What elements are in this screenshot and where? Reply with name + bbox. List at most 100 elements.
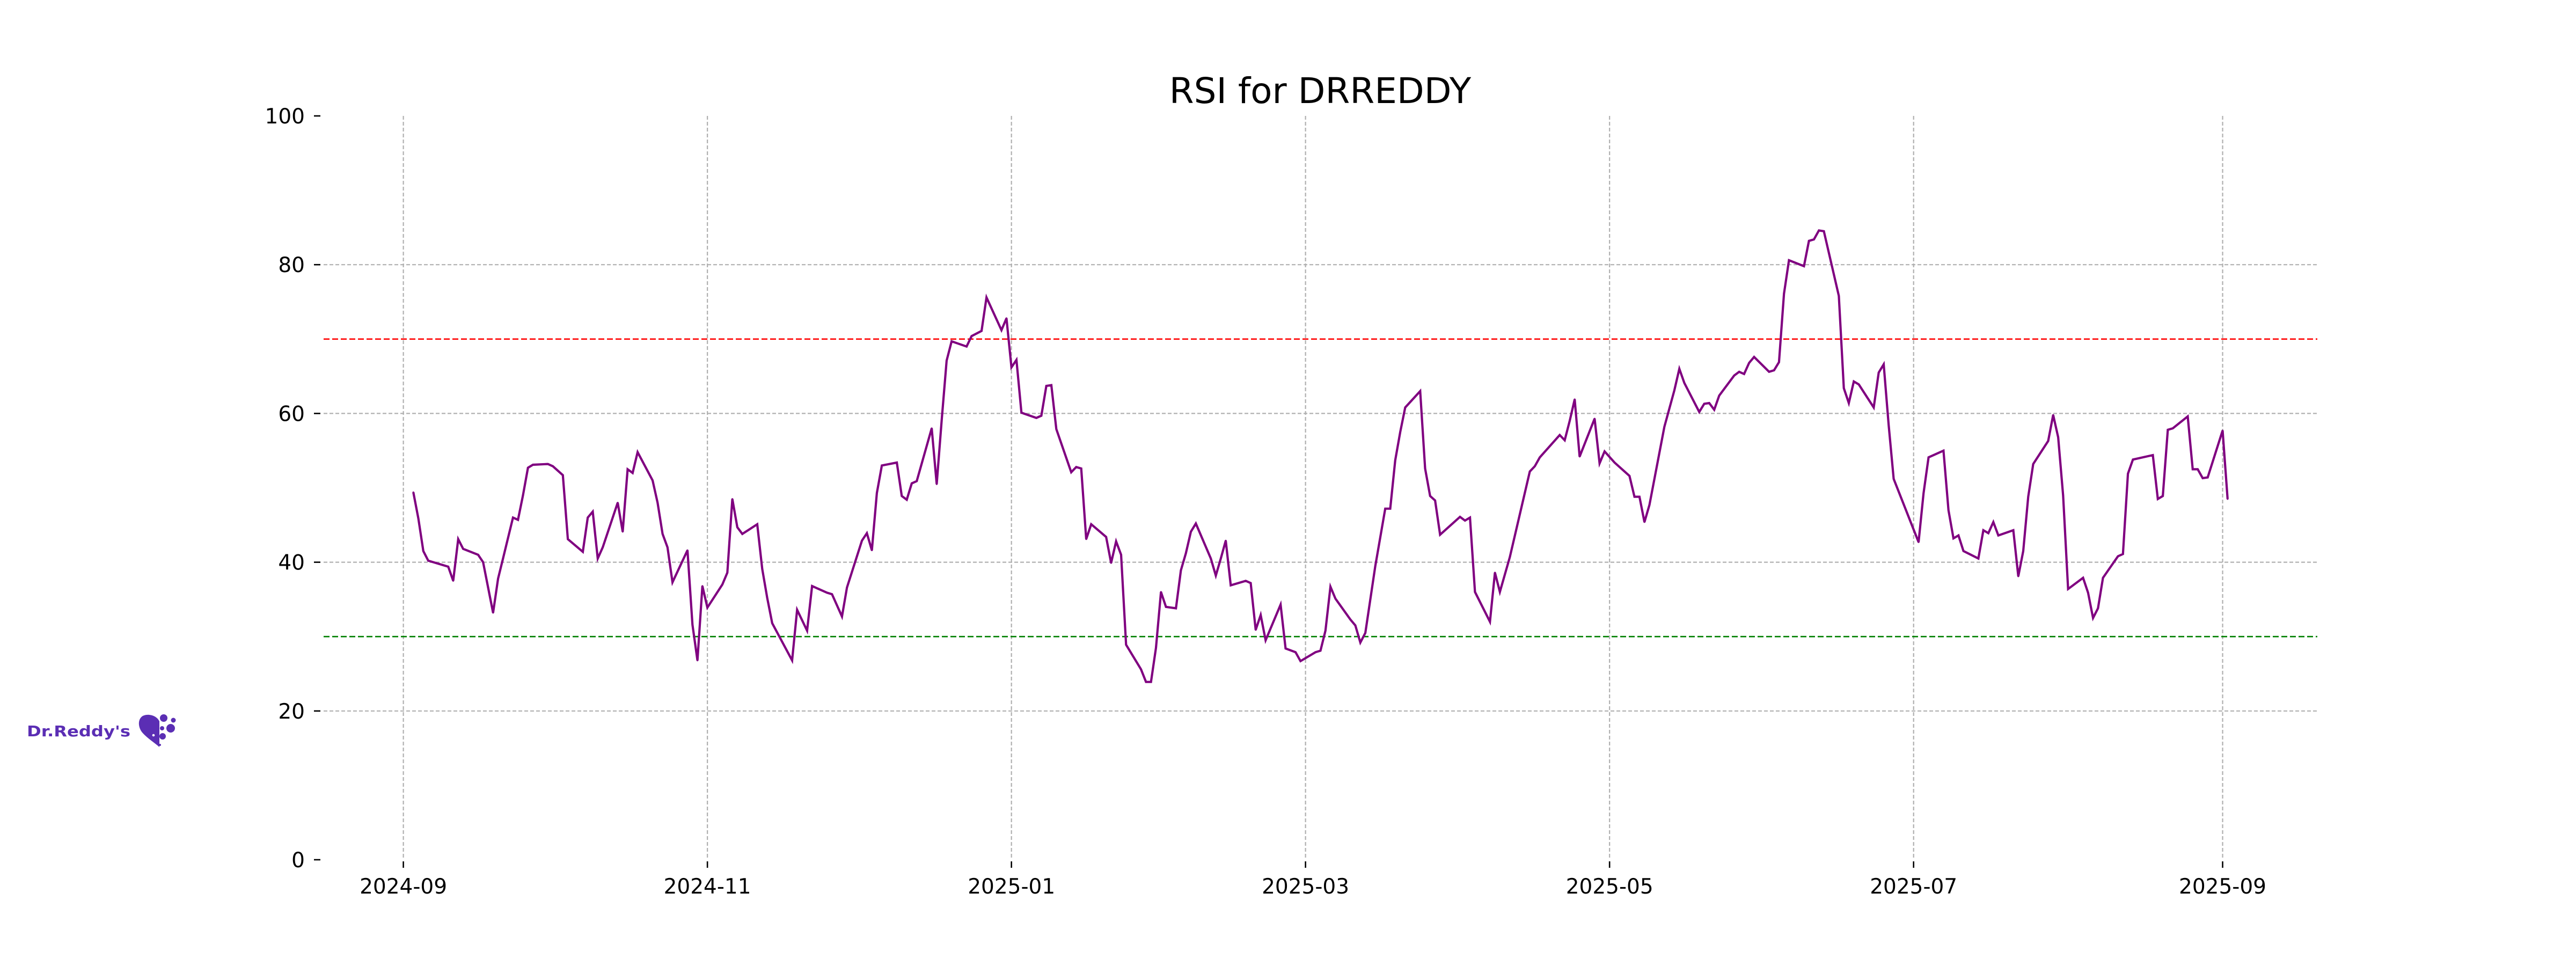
rsi-point <box>422 550 425 552</box>
rsi-point <box>1783 292 1785 295</box>
rsi-point <box>691 624 693 626</box>
rsi-point <box>1922 492 1924 494</box>
rsi-point <box>866 532 868 535</box>
rsi-point <box>2122 553 2124 555</box>
rsi-point <box>582 551 584 553</box>
rsi-point <box>1604 450 1606 452</box>
rsi-point <box>667 546 669 548</box>
rsi-point <box>876 492 878 494</box>
rsi-point <box>686 549 689 551</box>
rsi-point <box>1220 558 1222 560</box>
rsi-point <box>761 568 763 570</box>
rsi-point <box>736 526 738 529</box>
rsi-point <box>1125 643 1127 646</box>
x-axis-tick-labels: 2024-09 2024-11 2025-01 2025-03 2025-05 … <box>360 875 2266 899</box>
rsi-point <box>741 533 743 535</box>
rsi-point <box>1499 591 1501 593</box>
rsi-point <box>626 468 629 471</box>
rsi-point <box>1494 572 1496 574</box>
rsi-point <box>417 517 420 519</box>
rsi-point <box>1255 629 1257 631</box>
y-tick-label: 20 <box>278 700 305 724</box>
rsi-point <box>2157 498 2159 500</box>
rsi-point <box>2221 429 2224 431</box>
rsi-point <box>656 502 658 504</box>
rsi-point <box>1848 402 1850 404</box>
rsi-point <box>2151 454 2154 456</box>
dr-reddys-logo: Dr.Reddy's <box>27 714 176 747</box>
rsi-point <box>2162 495 2164 497</box>
rsi-point <box>1733 375 1735 377</box>
rsi-point <box>1245 580 1247 582</box>
rsi-point <box>1634 496 1636 498</box>
logo-wordmark: Dr.Reddy's <box>27 722 130 740</box>
rsi-point <box>826 591 828 594</box>
rsi-point <box>1110 562 1112 564</box>
rsi-point <box>1883 363 1885 365</box>
rsi-point <box>1055 428 1057 430</box>
rsi-point <box>671 581 674 583</box>
rsi-point <box>1085 538 1087 540</box>
rsi-point <box>1887 425 1890 427</box>
rsi-point <box>2082 577 2084 579</box>
rsi-point <box>2102 577 2104 579</box>
rsi-point <box>2117 555 2119 558</box>
rsi-point <box>652 479 654 481</box>
rsi-point <box>1279 604 1282 606</box>
rsi-point <box>846 587 848 589</box>
rsi-point <box>1997 535 2000 537</box>
rsi-point <box>1708 402 1710 404</box>
rsi-point <box>1070 471 1072 473</box>
rsi-point <box>662 533 664 535</box>
rsi-point <box>1808 240 1810 242</box>
rsi-point <box>1389 508 1392 510</box>
tick-marks <box>314 115 2223 868</box>
rsi-point <box>1878 371 1880 374</box>
rsi-point <box>756 523 758 525</box>
rsi-point <box>547 463 549 465</box>
rsi-point <box>706 606 708 609</box>
rsi-point <box>2032 463 2035 465</box>
rsi-point <box>871 549 873 551</box>
rsi-point <box>1299 660 1301 662</box>
rsi-point <box>1175 607 1177 610</box>
rsi-point <box>1643 521 1645 523</box>
rsi-point <box>941 419 943 421</box>
rsi-point <box>2172 427 2174 429</box>
rsi-point <box>2201 477 2204 479</box>
rsi-point <box>861 539 863 542</box>
y-tick-label: 40 <box>278 551 305 575</box>
rsi-point <box>1678 368 1680 370</box>
rsi-point <box>2047 440 2050 442</box>
rsi-point <box>965 346 968 348</box>
rsi-point <box>502 558 504 560</box>
rsi-point <box>1952 537 1955 539</box>
rsi-point <box>1195 522 1197 525</box>
rsi-point <box>1743 373 1745 375</box>
rsi-point <box>766 597 769 599</box>
rsi-point <box>1963 550 1965 552</box>
rsi-point <box>2097 607 2099 610</box>
rsi-point <box>1648 504 1651 506</box>
rsi-point <box>1529 470 1531 473</box>
rsi-point <box>636 451 639 453</box>
rsi-point <box>2052 414 2054 416</box>
rsi-point <box>1005 317 1007 319</box>
rsi-point <box>1469 516 1471 519</box>
rsi-point <box>1354 624 1357 626</box>
x-tick-label: 2025-03 <box>1262 875 1349 899</box>
rsi-point <box>2087 591 2089 594</box>
rsi-point <box>2057 436 2059 438</box>
rsi-point <box>477 554 479 556</box>
rsi-point <box>1628 475 1630 477</box>
rsi-point <box>1120 554 1122 556</box>
rsi-point <box>726 572 728 574</box>
rsi-point <box>796 609 798 611</box>
rsi-point <box>970 335 972 337</box>
rsi-point <box>1364 632 1366 634</box>
rsi-point <box>562 474 564 477</box>
rsi-point <box>1992 521 1994 523</box>
rsi-point <box>1683 382 1686 384</box>
rsi-point <box>2167 429 2169 431</box>
